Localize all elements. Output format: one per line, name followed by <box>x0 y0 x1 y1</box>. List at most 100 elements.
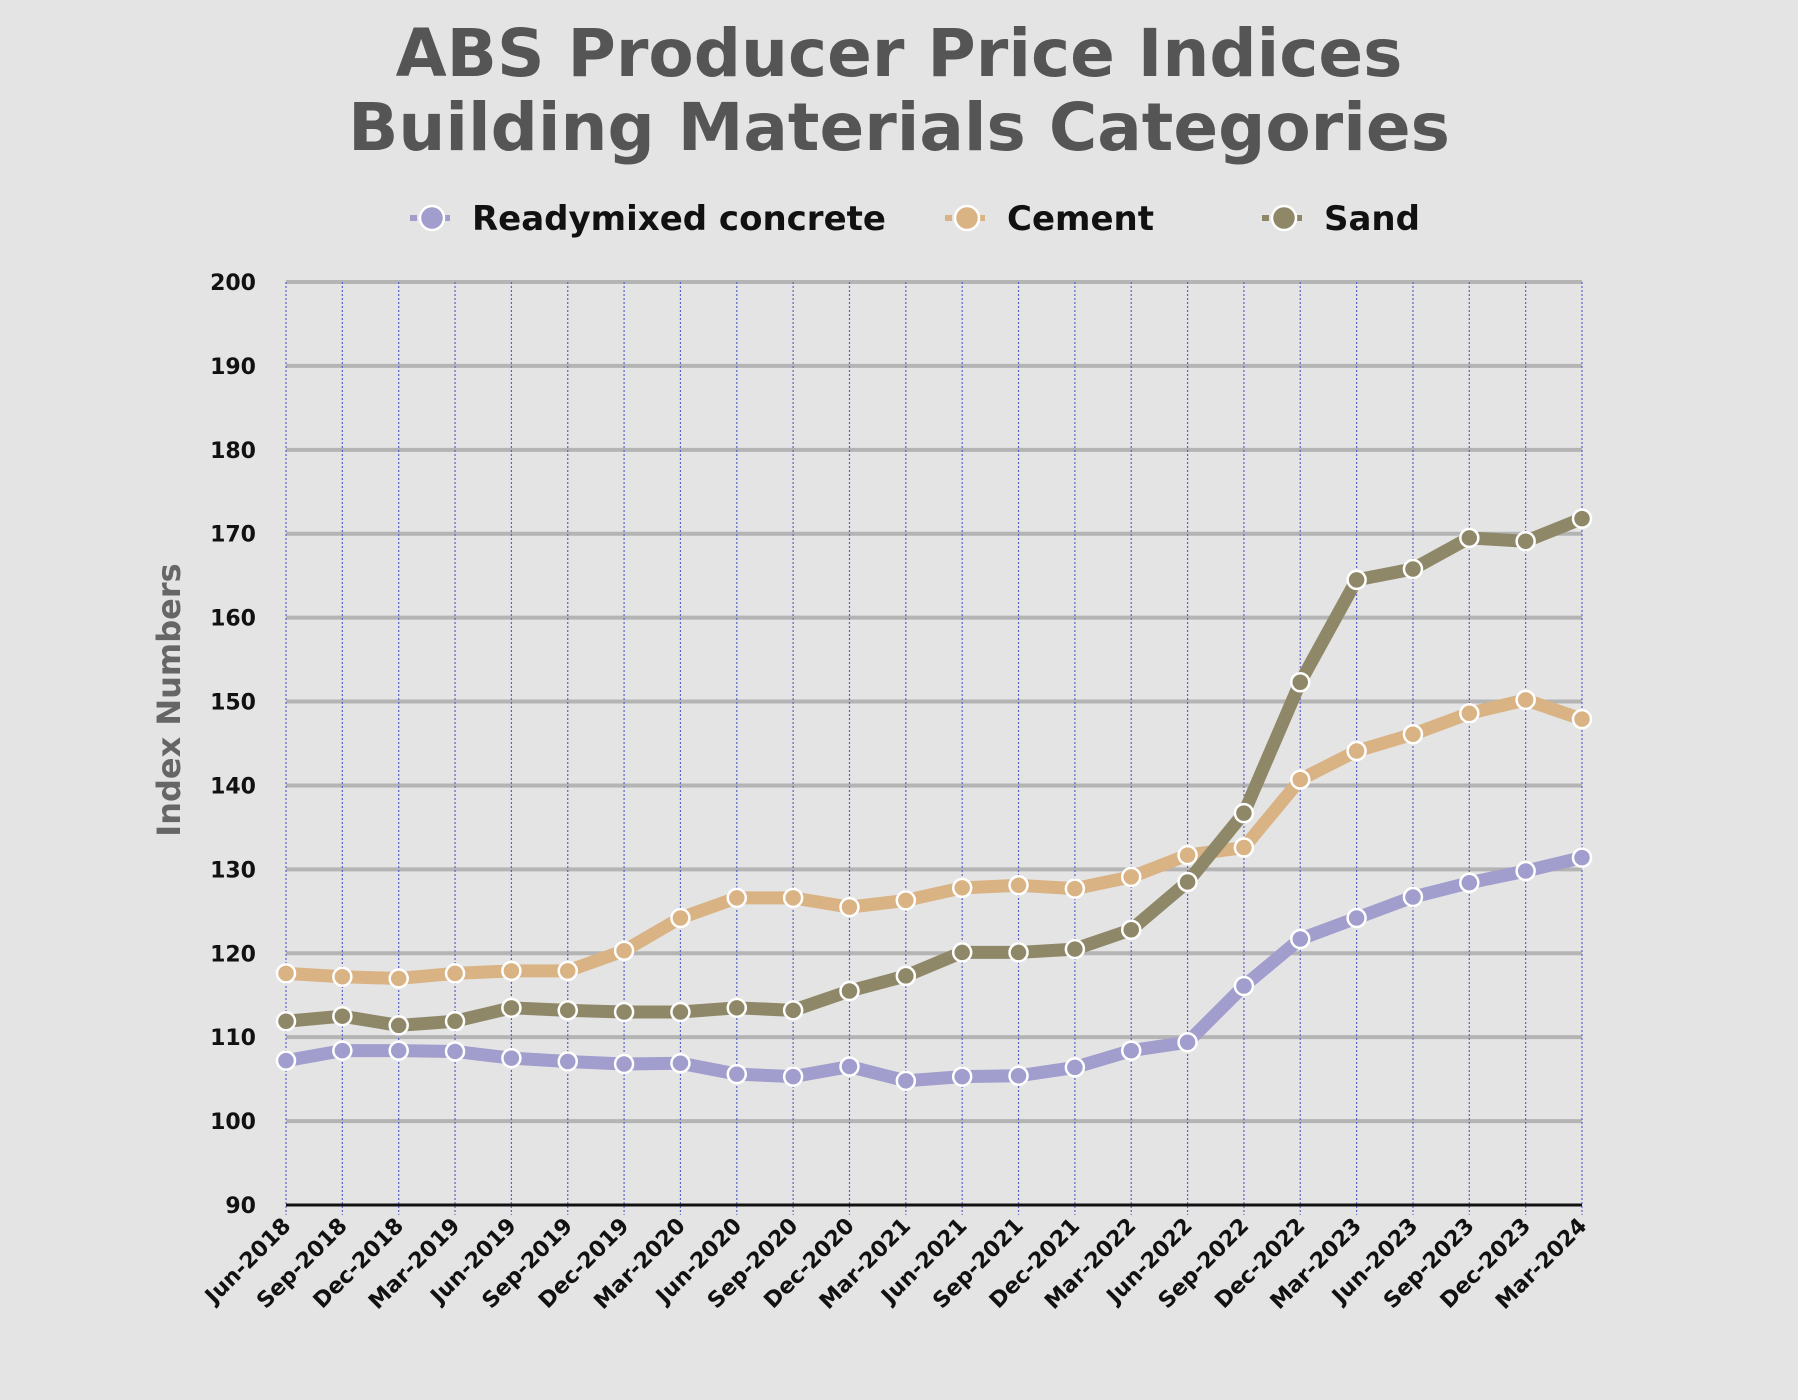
data-point <box>839 980 860 1002</box>
data-point <box>1402 724 1424 745</box>
data-point <box>1571 847 1593 868</box>
data-point <box>332 966 353 988</box>
data-point <box>1064 878 1086 899</box>
data-point <box>1064 938 1086 960</box>
data-point <box>613 1053 635 1075</box>
data-point <box>1120 919 1142 941</box>
y-tick-label: 100 <box>210 1110 256 1135</box>
y-axis-label: Index Numbers <box>150 563 188 836</box>
legend-label: Sand <box>1324 199 1420 239</box>
legend-marker <box>953 204 981 232</box>
y-tick-label: 110 <box>210 1026 256 1051</box>
data-point <box>275 1010 297 1032</box>
data-point <box>501 997 522 1019</box>
legend: Readymixed concrete Cement Sand <box>410 199 1420 239</box>
data-point <box>1177 844 1198 866</box>
series-line-cement <box>279 693 1589 985</box>
y-axis-ticks: 90 100 110 120 130 140 150 160 170 180 190 200 <box>210 271 256 1219</box>
data-point <box>951 1066 973 1087</box>
data-point <box>1459 872 1480 894</box>
data-point <box>444 1010 466 1032</box>
data-point <box>895 890 917 911</box>
data-point <box>388 1015 409 1036</box>
data-point <box>782 1066 804 1087</box>
data-point <box>782 1000 804 1021</box>
data-point <box>1459 703 1480 724</box>
data-point <box>839 896 860 918</box>
legend-marker <box>1270 204 1298 232</box>
data-point <box>1290 928 1311 950</box>
data-point <box>726 997 748 1019</box>
y-tick-label: 180 <box>210 439 256 464</box>
data-point <box>557 1051 578 1072</box>
y-tick-label: 150 <box>210 691 256 716</box>
data-point <box>613 940 635 962</box>
y-tick-label: 130 <box>210 858 256 883</box>
data-point <box>1008 942 1029 963</box>
data-point <box>895 965 917 987</box>
data-point <box>1290 671 1311 693</box>
y-tick-label: 90 <box>225 1194 256 1219</box>
data-point <box>1233 802 1255 824</box>
data-point <box>1008 875 1029 896</box>
y-tick-label: 170 <box>210 523 256 548</box>
data-point <box>670 1001 691 1023</box>
chart-title-line-2: Building Materials Categories <box>348 89 1450 166</box>
data-point <box>388 1040 409 1061</box>
data-point <box>951 942 973 963</box>
data-point <box>670 1052 691 1074</box>
data-point <box>1120 866 1142 888</box>
data-point <box>557 960 578 982</box>
data-point <box>275 963 297 984</box>
data-point <box>444 1041 466 1062</box>
data-point <box>670 907 691 929</box>
data-point <box>1008 1065 1029 1087</box>
data-point <box>1346 907 1367 929</box>
data-point <box>501 1047 522 1069</box>
y-tick-label: 120 <box>210 942 256 967</box>
data-point <box>726 887 748 909</box>
data-point <box>839 1056 860 1077</box>
series-group <box>275 508 1593 1092</box>
data-point <box>332 1005 353 1027</box>
chart-title-line-1: ABS Producer Price Indices <box>396 15 1403 92</box>
data-point <box>1120 1040 1142 1061</box>
data-point <box>1346 569 1367 591</box>
data-point <box>388 968 409 989</box>
data-point <box>1571 708 1593 730</box>
data-point <box>1515 860 1536 882</box>
data-point <box>444 963 466 984</box>
data-point <box>557 1000 578 1021</box>
data-point <box>1177 871 1198 893</box>
data-point <box>275 1050 297 1071</box>
data-point <box>895 1070 917 1092</box>
data-point <box>1177 1031 1198 1053</box>
data-point <box>1346 740 1367 762</box>
data-point <box>1571 508 1593 529</box>
data-point <box>1402 558 1424 580</box>
series-line-sand <box>279 512 1589 1032</box>
legend-label: Readymixed concrete <box>472 199 886 239</box>
y-tick-label: 160 <box>210 607 256 632</box>
data-point <box>782 887 804 909</box>
data-point <box>1233 837 1255 858</box>
data-point <box>1459 527 1480 549</box>
legend-marker <box>418 204 446 232</box>
data-point <box>501 960 522 982</box>
data-point <box>726 1063 748 1085</box>
data-point <box>1515 689 1536 711</box>
data-point <box>1233 975 1255 997</box>
data-point <box>1515 531 1536 552</box>
data-point <box>1402 886 1424 908</box>
x-axis-ticks: Jun-2018Sep-2018Dec-2018Mar-2019Jun-2019… <box>199 1214 1592 1315</box>
y-tick-label: 200 <box>210 271 256 296</box>
data-point <box>951 877 973 899</box>
data-point <box>613 1001 635 1023</box>
legend-label: Cement <box>1007 199 1154 239</box>
data-point <box>332 1040 353 1061</box>
y-tick-label: 190 <box>210 355 256 380</box>
y-tick-label: 140 <box>210 774 256 799</box>
data-point <box>1064 1057 1086 1078</box>
data-point <box>1290 769 1311 790</box>
